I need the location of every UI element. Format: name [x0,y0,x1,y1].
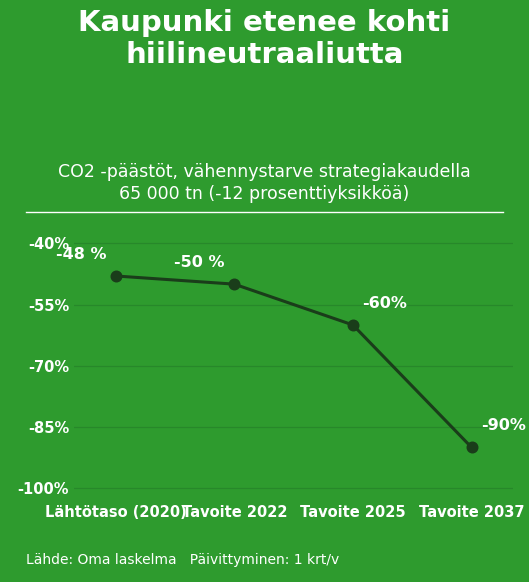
Point [467,443,476,452]
Text: -50 %: -50 % [174,255,225,270]
Text: -90%: -90% [481,418,526,433]
Text: -48 %: -48 % [56,247,106,262]
Point [230,279,239,289]
Text: Lähde: Oma laskelma   Päivittyminen: 1 krt/v: Lähde: Oma laskelma Päivittyminen: 1 krt… [26,553,340,567]
Text: Kaupunki etenee kohti
hiilineutraaliutta: Kaupunki etenee kohti hiilineutraaliutta [78,9,451,69]
Text: -60%: -60% [362,296,407,311]
Text: CO2 -päästöt, vähennystarve strategiakaudella
65 000 tn (-12 prosenttiyksikköä): CO2 -päästöt, vähennystarve strategiakau… [58,163,471,203]
Point [349,320,357,329]
Point [112,271,120,281]
